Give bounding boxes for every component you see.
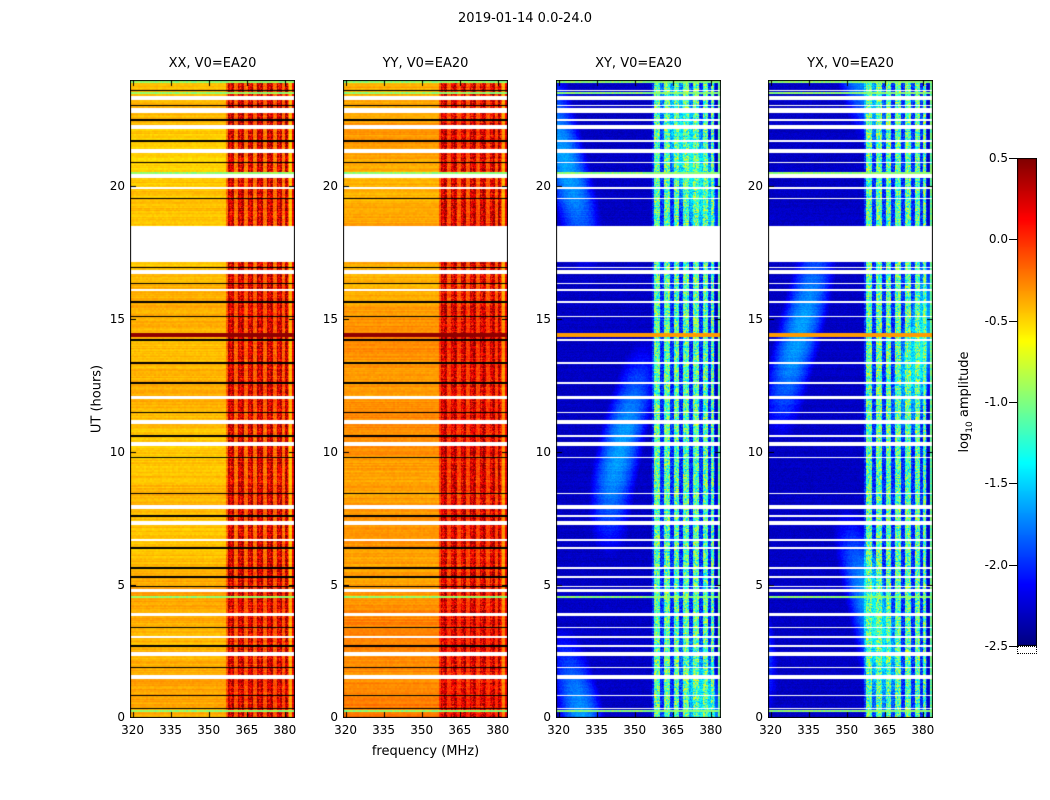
heatmap-yx	[768, 80, 933, 718]
colorbar-tick-label: -2.0	[984, 557, 1008, 572]
x-tick-label: 380	[911, 723, 935, 737]
y-tick-label: 15	[747, 312, 763, 327]
heatmap-yy	[343, 80, 508, 718]
colorbar-tick-label: -1.0	[984, 395, 1008, 409]
colorbar-gradient	[1017, 158, 1037, 646]
y-tick-label: 0	[117, 710, 125, 724]
y-tick-label: 20	[109, 179, 125, 194]
colorbar-tick-mark	[1009, 402, 1017, 403]
colorbar-under-region	[1017, 646, 1037, 654]
x-tick-label: 335	[797, 723, 821, 737]
y-tick-label: 10	[322, 445, 338, 460]
x-tick-label: 380	[699, 723, 723, 737]
x-tick-label: 350	[835, 723, 859, 737]
panel-title-xx: XX, V0=EA20	[168, 56, 257, 71]
colorbar-tick-label: -0.5	[984, 313, 1008, 328]
x-tick-label: 320	[759, 723, 782, 737]
colorbar-tick-mark	[1009, 483, 1017, 485]
x-tick-label: 365	[661, 723, 685, 737]
y-tick-label: 20	[747, 179, 763, 194]
y-tick-label: 5	[117, 578, 125, 593]
colorbar-tick-mark	[1009, 564, 1017, 566]
x-tick-label: 335	[372, 723, 396, 737]
y-tick-label: 5	[330, 578, 338, 593]
y-tick-label: 0	[330, 710, 338, 724]
y-tick-label: 10	[109, 445, 125, 460]
x-tick-label: 365	[448, 723, 472, 737]
colorbar-tick-mark	[1009, 320, 1017, 322]
x-tick-label: 320	[547, 723, 570, 737]
x-tick-label: 350	[410, 723, 434, 737]
colorbar-tick-label: -1.5	[984, 476, 1008, 491]
y-tick-label: 5	[755, 578, 763, 593]
y-axis-label: UT (hours)	[89, 364, 105, 434]
colorbar-tick-mark	[1009, 239, 1017, 241]
figure-title: 2019-01-14 0.0-24.0	[458, 11, 592, 26]
y-tick-label: 20	[535, 179, 551, 194]
panel-title-yx: YX, V0=EA20	[807, 56, 894, 71]
x-tick-label: 350	[623, 723, 647, 737]
x-tick-label: 335	[159, 723, 183, 737]
panel-title-xy: XY, V0=EA20	[595, 56, 682, 71]
heatmap-xx	[130, 80, 295, 718]
y-tick-label: 15	[322, 312, 338, 327]
heatmap-xy	[556, 80, 721, 718]
x-tick-label: 380	[273, 723, 297, 737]
y-tick-label: 15	[109, 312, 125, 327]
panel-title-yy: YY, V0=EA20	[382, 56, 469, 71]
x-tick-label: 380	[486, 723, 510, 737]
x-axis-label: frequency (MHz)	[371, 744, 480, 759]
x-tick-label: 365	[235, 723, 259, 737]
x-tick-label: 320	[121, 723, 144, 737]
x-tick-label: 365	[873, 723, 897, 737]
x-tick-label: 350	[197, 723, 221, 737]
x-tick-label: 320	[334, 723, 357, 737]
colorbar-tick-label: -2.5	[984, 639, 1008, 653]
y-tick-label: 0	[543, 710, 551, 724]
colorbar-tick-mark	[1009, 158, 1017, 159]
y-tick-label: 0	[755, 710, 763, 724]
y-tick-label: 10	[535, 445, 551, 460]
x-tick-label: 335	[585, 723, 609, 737]
colorbar-tick-mark	[1009, 646, 1017, 647]
colorbar-label-text: log	[957, 432, 973, 453]
colorbar-label-sub: 10	[964, 421, 975, 433]
colorbar-tick-label: 0.0	[988, 232, 1008, 247]
colorbar-tick-label: 0.5	[988, 151, 1008, 165]
y-tick-label: 5	[543, 578, 551, 593]
y-tick-label: 20	[322, 179, 338, 194]
colorbar-label-suffix: amplitude	[957, 351, 973, 422]
y-tick-label: 10	[747, 445, 763, 460]
y-tick-label: 15	[535, 312, 551, 327]
